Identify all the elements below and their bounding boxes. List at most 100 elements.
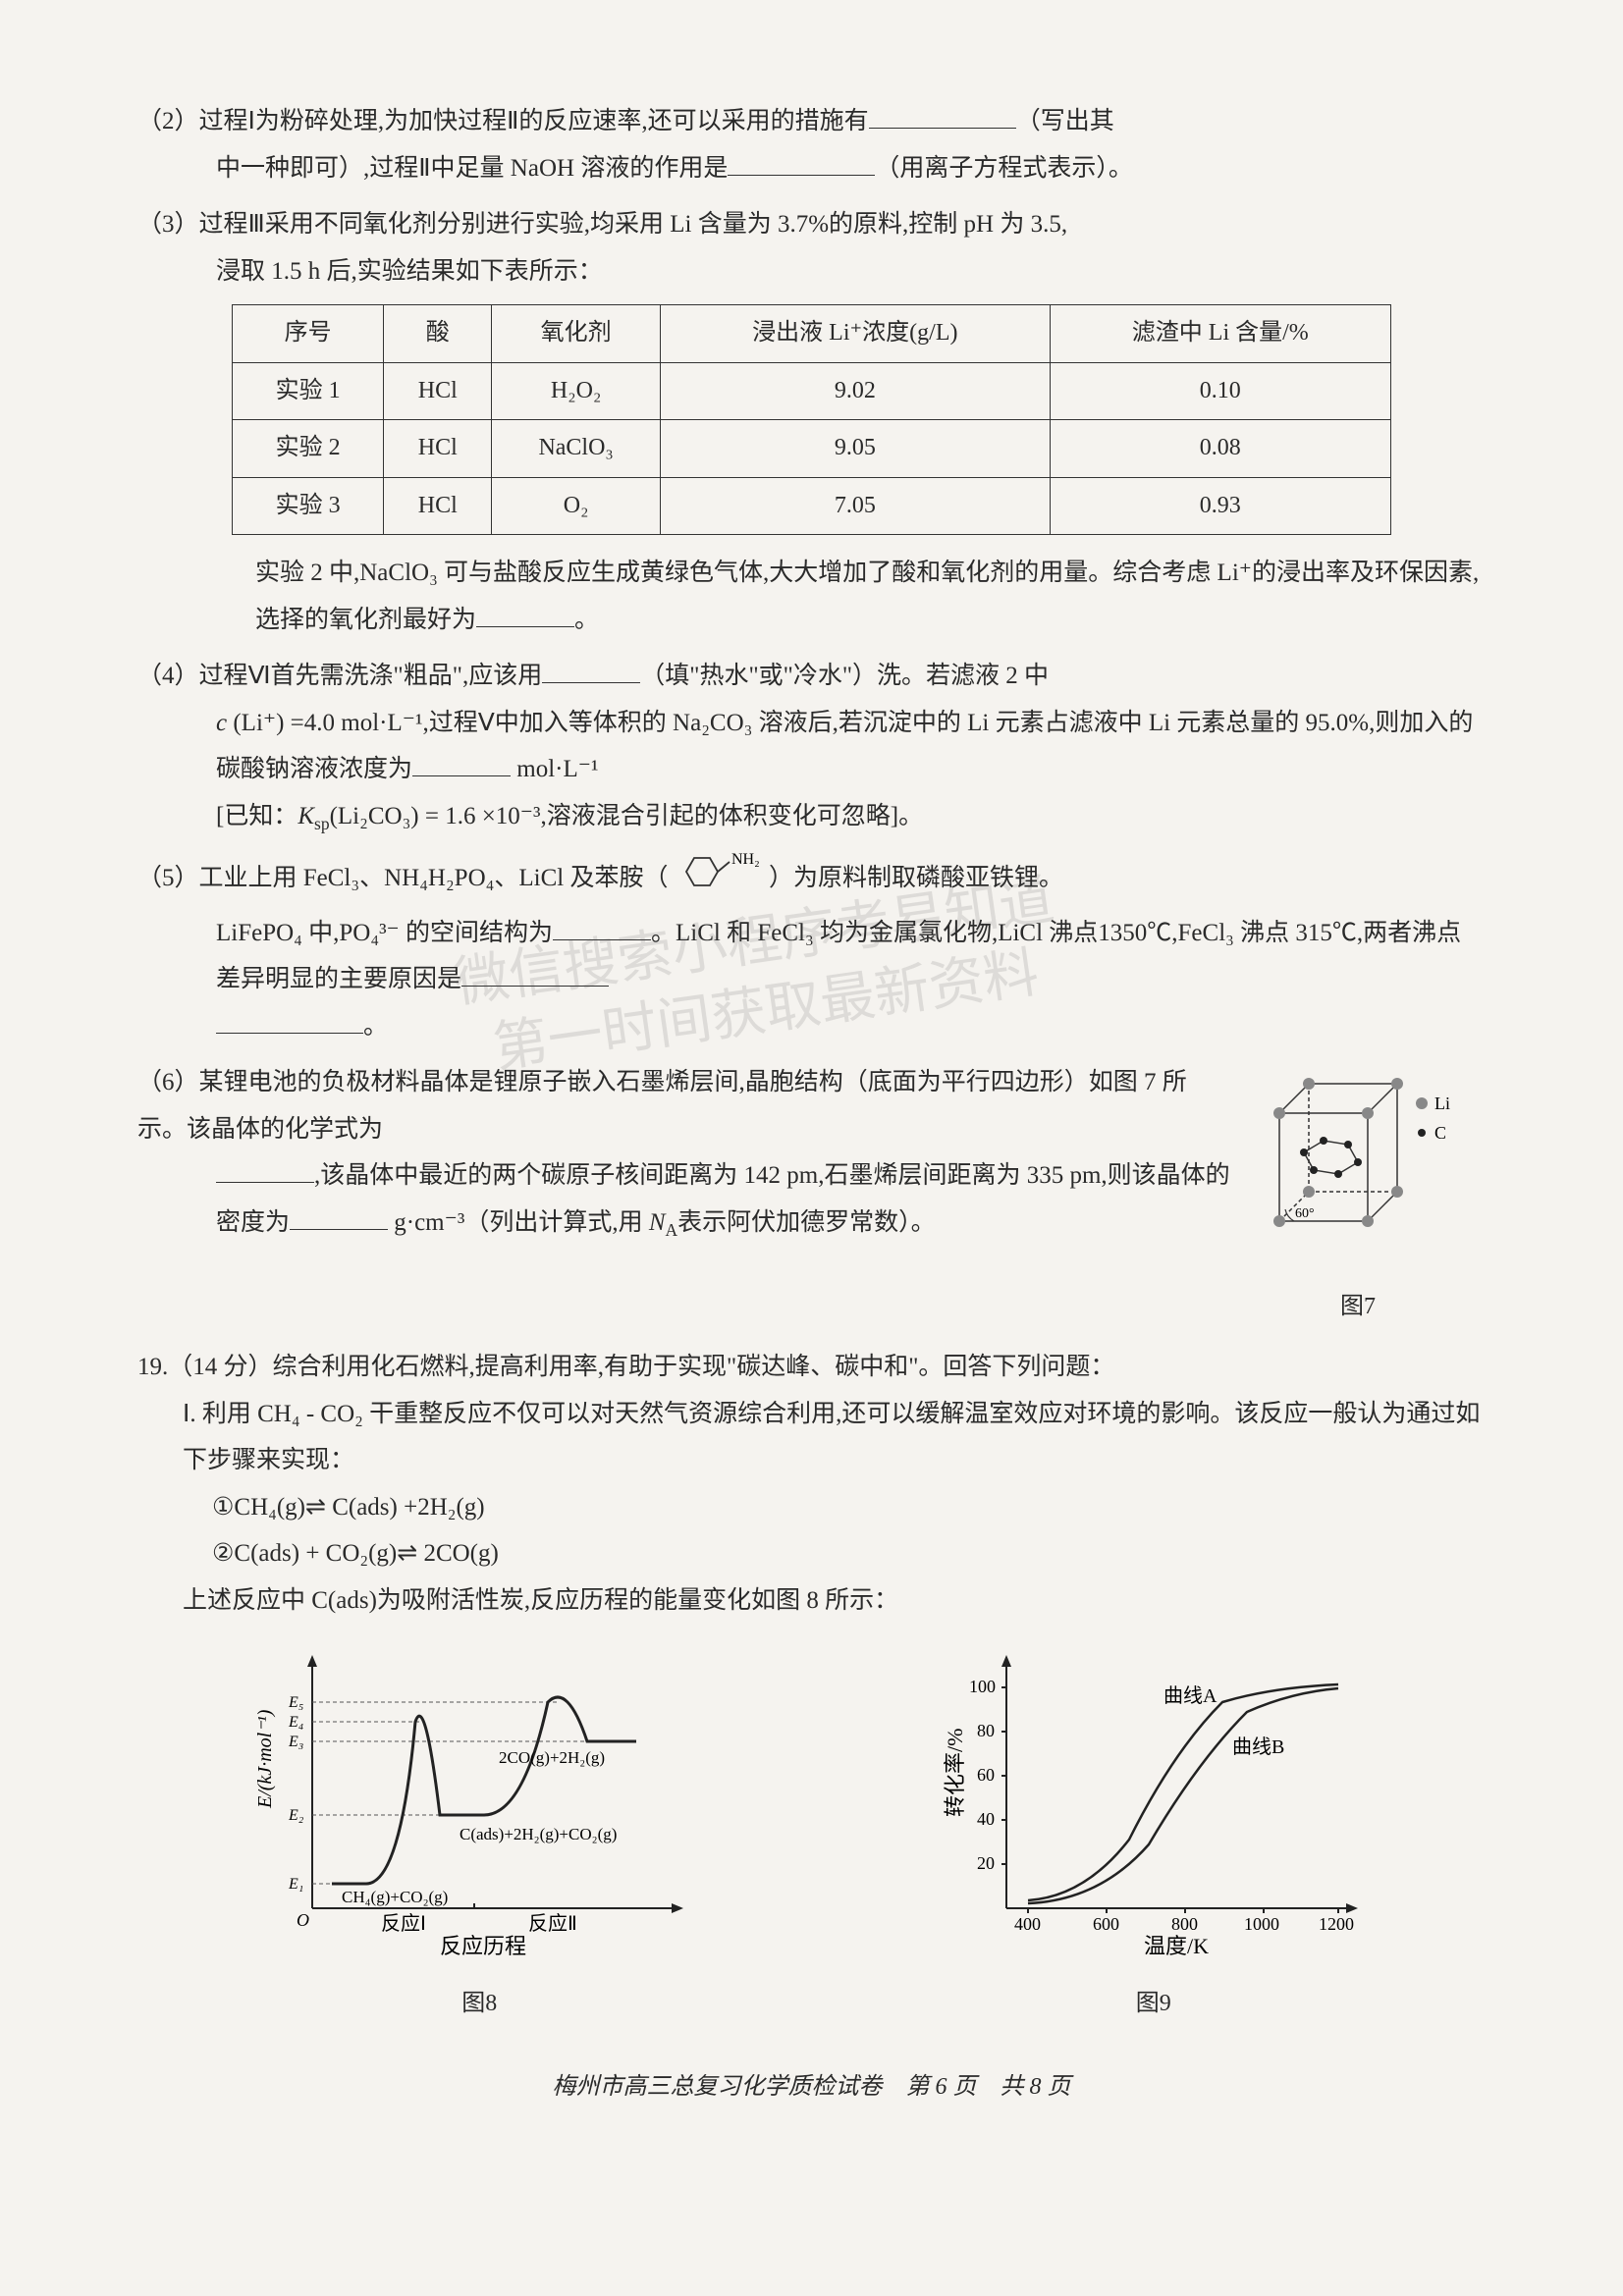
q5-e: 。 bbox=[363, 1013, 388, 1040]
td: HCl bbox=[384, 362, 492, 420]
figure-7-caption: 图7 bbox=[1250, 1285, 1466, 1330]
th-0: 序号 bbox=[233, 305, 384, 363]
fig8-label-bottom: CH₄(g)+CO₂(g) bbox=[342, 1888, 448, 1906]
td: H₂O₂ bbox=[492, 362, 661, 420]
fig8-ylabel-e: E bbox=[254, 1796, 276, 1809]
svg-text:E/(kJ·mol⁻¹): E/(kJ·mol⁻¹) bbox=[254, 1709, 276, 1809]
fig9-y1: 40 bbox=[977, 1809, 995, 1829]
fig9-x3: 1000 bbox=[1244, 1914, 1279, 1934]
fig9-curve-b: 曲线B bbox=[1232, 1735, 1284, 1758]
q5-a: （5）工业上用 FeCl₃、NH₄H₂PO₄、LiCl 及苯胺（ bbox=[137, 865, 668, 891]
q4-c-prefix: c bbox=[216, 710, 227, 736]
table-row: 实验 2 HCl NaClO₃ 9.05 0.08 bbox=[233, 420, 1391, 478]
th-4: 滤渣中 Li 含量/% bbox=[1050, 305, 1390, 363]
q6-a: （6）某锂电池的负极材料晶体是锂原子嵌入石墨烯层间,晶胞结构（底面为平行四边形）… bbox=[137, 1069, 1187, 1143]
td: 实验 2 bbox=[233, 420, 384, 478]
fig8-label-mid: C(ads)+2H₂(g)+CO₂(g) bbox=[460, 1825, 617, 1843]
fig9-y4: 100 bbox=[969, 1677, 996, 1696]
table-row: 实验 3 HCl O₂ 7.05 0.93 bbox=[233, 477, 1391, 535]
fig8-e4: E₄ bbox=[288, 1714, 303, 1731]
q4-blank-2 bbox=[412, 747, 511, 776]
fig9-xlabel: 温度/K bbox=[1144, 1934, 1209, 1957]
fig9-x0: 400 bbox=[1014, 1914, 1041, 1934]
q6-c: g·cm⁻³（列出计算式,用 bbox=[388, 1209, 649, 1236]
q19-after: 上述反应中 C(ads)为吸附活性炭,反应历程的能量变化如图 8 所示： bbox=[183, 1577, 1486, 1625]
table-row: 实验 1 HCl H₂O₂ 9.02 0.10 bbox=[233, 362, 1391, 420]
td: 7.05 bbox=[660, 477, 1050, 535]
fig7-legend-li: Li bbox=[1434, 1094, 1450, 1113]
q4-e-open: [已知： bbox=[216, 803, 298, 829]
q4-e-sp: sp bbox=[314, 814, 330, 833]
figure-8-caption: 图8 bbox=[253, 1982, 705, 2027]
q4-e-mid: (Li₂CO₃) = 1.6 ×10⁻³,溶液混合引起的体积变化可忽略]。 bbox=[330, 803, 924, 829]
figure-8-energy-diagram-icon: E/(kJ·mol⁻¹) O E₁ E₂ E₃ E₄ E₅ 2CO(g)+2H₂… bbox=[253, 1643, 705, 1957]
fig8-e5: E₅ bbox=[288, 1694, 303, 1711]
q5-b: ）为原料制取磷酸亚铁锂。 bbox=[769, 865, 1063, 891]
q2-text-b: （写出其 bbox=[1016, 108, 1114, 134]
figure-8-box: E/(kJ·mol⁻¹) O E₁ E₂ E₃ E₄ E₅ 2CO(g)+2H₂… bbox=[253, 1643, 705, 2026]
fig9-y2: 60 bbox=[977, 1765, 995, 1785]
question-6: 60° Li C 图7 （6）某锂电池的负极材料晶体是锂原子嵌入石墨烯层间,晶胞… bbox=[137, 1059, 1486, 1334]
q3-data-table: 序号 酸 氧化剂 浸出液 Li⁺浓度(g/L) 滤渣中 Li 含量/% 实验 1… bbox=[232, 304, 1391, 535]
td: HCl bbox=[384, 420, 492, 478]
fig9-ylabel: 转化率/% bbox=[943, 1729, 967, 1817]
th-1: 酸 bbox=[384, 305, 492, 363]
q4-blank-1 bbox=[542, 654, 640, 683]
q4-a: （4）过程Ⅵ首先需洗涤"粗品",应该用 bbox=[137, 663, 542, 689]
figure-9-conversion-chart-icon: 转化率/% 20 40 60 80 100 400 600 800 1000 1… bbox=[938, 1643, 1370, 1957]
td: 实验 3 bbox=[233, 477, 384, 535]
fig8-xl-right: 反应Ⅱ bbox=[528, 1912, 577, 1935]
td: NaClO₃ bbox=[492, 420, 661, 478]
q19-I: Ⅰ. 利用 CH₄ - CO₂ 干重整反应不仅可以对天然气资源综合利用,还可以缓… bbox=[183, 1391, 1486, 1484]
q4-d: mol·L⁻¹ bbox=[511, 756, 598, 782]
fig9-x1: 600 bbox=[1093, 1914, 1119, 1934]
fig9-curve-a: 曲线A bbox=[1163, 1684, 1217, 1707]
q6-blank-1 bbox=[216, 1153, 314, 1183]
td: 0.08 bbox=[1050, 420, 1390, 478]
q2-text-c: （用离子方程式表示）。 bbox=[875, 155, 1133, 182]
q2-blank-2 bbox=[728, 146, 875, 176]
q5-blank-1 bbox=[553, 911, 651, 940]
q4-e-k: K bbox=[298, 803, 314, 829]
td: O₂ bbox=[492, 477, 661, 535]
figure-7-wrap: 60° Li C 图7 bbox=[1250, 1064, 1466, 1329]
fig8-e1: E₁ bbox=[288, 1876, 303, 1893]
q19-eq1: ①CH₄(g)⇌ C(ads) +2H₂(g) bbox=[183, 1484, 1486, 1531]
question-19: 19.（14 分）综合利用化石燃料,提高利用率,有助于实现"碳达峰、碳中和"。回… bbox=[137, 1344, 1486, 1624]
figure-9-box: 转化率/% 20 40 60 80 100 400 600 800 1000 1… bbox=[938, 1643, 1370, 2026]
q2-text-a: （2）过程Ⅰ为粉碎处理,为加快过程Ⅱ的反应速率,还可以采用的措施有 bbox=[137, 108, 869, 134]
fig8-xl-left: 反应Ⅰ bbox=[381, 1912, 426, 1935]
question-2: （2）过程Ⅰ为粉碎处理,为加快过程Ⅱ的反应速率,还可以采用的措施有（写出其 中一… bbox=[137, 98, 1486, 191]
question-5: 微信搜索小程序考易知道 第一时间获取最新资料 （5）工业上用 FeCl₃、NH₄… bbox=[137, 850, 1486, 1049]
fig9-x4: 1200 bbox=[1319, 1914, 1354, 1934]
th-3: 浸出液 Li⁺浓度(g/L) bbox=[660, 305, 1050, 363]
td: 9.05 bbox=[660, 420, 1050, 478]
td: 实验 1 bbox=[233, 362, 384, 420]
td: 0.10 bbox=[1050, 362, 1390, 420]
td: 0.93 bbox=[1050, 477, 1390, 535]
fig8-xlabel-main: 反应历程 bbox=[440, 1934, 526, 1957]
q4-c: (Li⁺) =4.0 mol·L⁻¹,过程Ⅴ中加入等体积的 Na₂CO₃ 溶液后… bbox=[216, 710, 1473, 783]
figure-7-crystal-icon: 60° Li C bbox=[1250, 1064, 1466, 1260]
q3-after-a: 实验 2 中,NaClO₃ 可与盐酸反应生成黄绿色气体,大大增加了酸和氧化剂的用… bbox=[255, 560, 1479, 633]
q5-blank-3 bbox=[216, 1004, 363, 1034]
q3-intro: （3）过程Ⅲ采用不同氧化剂分别进行实验,均采用 Li 含量为 3.7%的原料,控… bbox=[137, 201, 1486, 248]
nh2-label: NH₂ bbox=[731, 851, 760, 868]
fig8-ylabel-unit: /(kJ·mol⁻¹) bbox=[254, 1709, 276, 1797]
aniline-structure-icon: NH₂ bbox=[675, 850, 763, 910]
fig9-y3: 80 bbox=[977, 1721, 995, 1740]
fig7-legend-c: C bbox=[1434, 1123, 1446, 1143]
fig8-label-top: 2CO(g)+2H₂(g) bbox=[499, 1748, 605, 1767]
question-3: （3）过程Ⅲ采用不同氧化剂分别进行实验,均采用 Li 含量为 3.7%的原料,控… bbox=[137, 201, 1486, 643]
q5-c: LiFePO₄ 中,PO₄³⁻ 的空间结构为 bbox=[216, 920, 553, 946]
question-4: （4）过程Ⅵ首先需洗涤"粗品",应该用（填"热水"或"冷水"）洗。若滤液 2 中… bbox=[137, 653, 1486, 840]
q3-after: 实验 2 中,NaClO₃ 可与盐酸反应生成黄绿色气体,大大增加了酸和氧化剂的用… bbox=[137, 550, 1486, 643]
fig8-e3: E₃ bbox=[288, 1734, 303, 1750]
q19-head: 19.（14 分）综合利用化石燃料,提高利用率,有助于实现"碳达峰、碳中和"。回… bbox=[137, 1344, 1486, 1391]
q3-blank bbox=[476, 598, 574, 627]
td: HCl bbox=[384, 477, 492, 535]
q5-blank-2 bbox=[461, 957, 609, 987]
fig9-y0: 20 bbox=[977, 1853, 995, 1873]
q6-na-a: A bbox=[666, 1220, 678, 1240]
q19-eq2: ②C(ads) + CO₂(g)⇌ 2CO(g) bbox=[183, 1530, 1486, 1577]
